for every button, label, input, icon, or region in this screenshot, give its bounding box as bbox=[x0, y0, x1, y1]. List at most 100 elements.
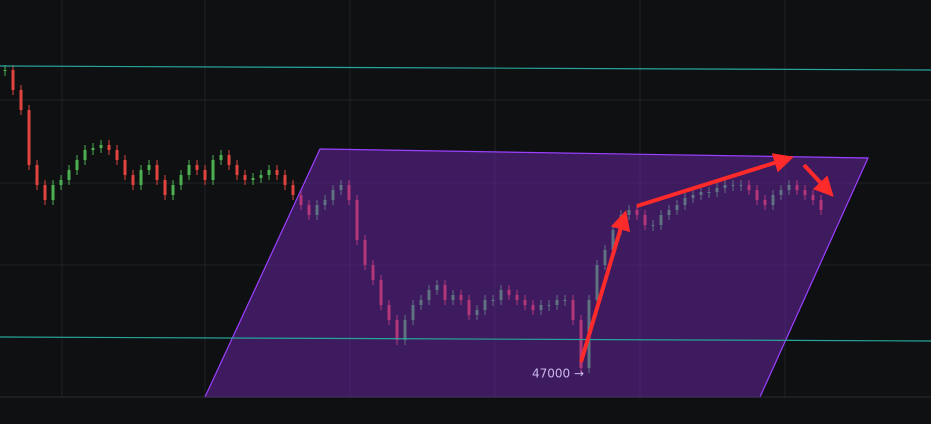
candle bbox=[3, 70, 7, 71]
candle bbox=[283, 175, 287, 185]
candle bbox=[747, 185, 751, 190]
candle bbox=[475, 310, 479, 315]
grid bbox=[0, 0, 931, 397]
candle bbox=[267, 170, 271, 175]
candle bbox=[251, 178, 255, 180]
price-annotation: 47000 → bbox=[532, 367, 584, 381]
candle bbox=[155, 165, 159, 180]
arrow bbox=[579, 210, 631, 363]
arrows bbox=[579, 153, 834, 363]
candle bbox=[275, 170, 279, 175]
candle bbox=[819, 200, 823, 210]
candle bbox=[67, 170, 71, 180]
candle bbox=[355, 200, 359, 240]
candle bbox=[347, 185, 351, 200]
candle bbox=[99, 145, 103, 148]
candle bbox=[19, 90, 23, 110]
candle bbox=[555, 300, 559, 305]
candles bbox=[3, 65, 823, 373]
candle bbox=[563, 300, 567, 301]
candle bbox=[427, 290, 431, 300]
candle bbox=[467, 300, 471, 315]
candle bbox=[683, 198, 687, 205]
candle bbox=[403, 320, 407, 340]
candle bbox=[59, 180, 63, 185]
candle bbox=[219, 155, 223, 160]
candle bbox=[739, 185, 743, 186]
candle bbox=[451, 295, 455, 300]
candle bbox=[443, 285, 447, 300]
arrow bbox=[636, 153, 794, 208]
candle bbox=[507, 290, 511, 295]
candle bbox=[659, 215, 663, 225]
candle bbox=[11, 70, 15, 90]
candle bbox=[243, 175, 247, 180]
candle bbox=[51, 185, 55, 200]
candle bbox=[115, 150, 119, 160]
candle bbox=[171, 185, 175, 195]
candle bbox=[259, 175, 263, 178]
candle bbox=[547, 305, 551, 306]
candle bbox=[539, 305, 543, 310]
candle bbox=[131, 175, 135, 185]
candle bbox=[707, 192, 711, 193]
candle bbox=[123, 160, 127, 175]
candle bbox=[291, 185, 295, 195]
candle bbox=[491, 300, 495, 301]
candle bbox=[227, 155, 231, 165]
channel-parallelogram bbox=[204, 148, 869, 398]
candle bbox=[691, 195, 695, 198]
candle bbox=[435, 285, 439, 290]
candle bbox=[107, 145, 111, 150]
candle bbox=[363, 240, 367, 265]
trend-line bbox=[0, 336, 931, 342]
candle bbox=[91, 148, 95, 150]
candle bbox=[771, 195, 775, 205]
candle bbox=[795, 185, 799, 190]
candle bbox=[203, 170, 207, 180]
candle bbox=[35, 165, 39, 185]
candle bbox=[651, 225, 655, 226]
candle bbox=[395, 320, 399, 340]
candle bbox=[27, 110, 31, 165]
candle bbox=[163, 180, 167, 195]
candle bbox=[387, 305, 391, 320]
candle bbox=[75, 160, 79, 170]
candle bbox=[699, 192, 703, 195]
candle bbox=[139, 170, 143, 185]
candle bbox=[147, 165, 151, 170]
candle bbox=[187, 165, 191, 175]
candle bbox=[675, 205, 679, 210]
candle bbox=[211, 160, 215, 180]
candle bbox=[603, 250, 607, 265]
trend-line bbox=[0, 65, 931, 71]
candle bbox=[755, 190, 759, 200]
candle bbox=[595, 265, 599, 300]
candle bbox=[411, 305, 415, 320]
candle bbox=[315, 205, 319, 215]
candle bbox=[339, 185, 343, 190]
candle bbox=[763, 200, 767, 205]
candle bbox=[579, 320, 583, 368]
candle bbox=[371, 265, 375, 280]
candle bbox=[803, 190, 807, 195]
candle bbox=[331, 190, 335, 200]
candle bbox=[643, 215, 647, 225]
candle bbox=[515, 295, 519, 300]
candle bbox=[731, 185, 735, 186]
candle bbox=[779, 190, 783, 195]
candle bbox=[611, 230, 615, 250]
candle bbox=[811, 195, 815, 200]
arrow bbox=[802, 163, 834, 197]
candle bbox=[571, 300, 575, 320]
candle bbox=[483, 300, 487, 310]
candle bbox=[379, 280, 383, 305]
candle bbox=[531, 305, 535, 310]
candle bbox=[299, 195, 303, 205]
candle bbox=[195, 165, 199, 170]
candle bbox=[635, 210, 639, 215]
candle bbox=[83, 150, 87, 160]
candle bbox=[419, 300, 423, 305]
candle bbox=[723, 185, 727, 188]
